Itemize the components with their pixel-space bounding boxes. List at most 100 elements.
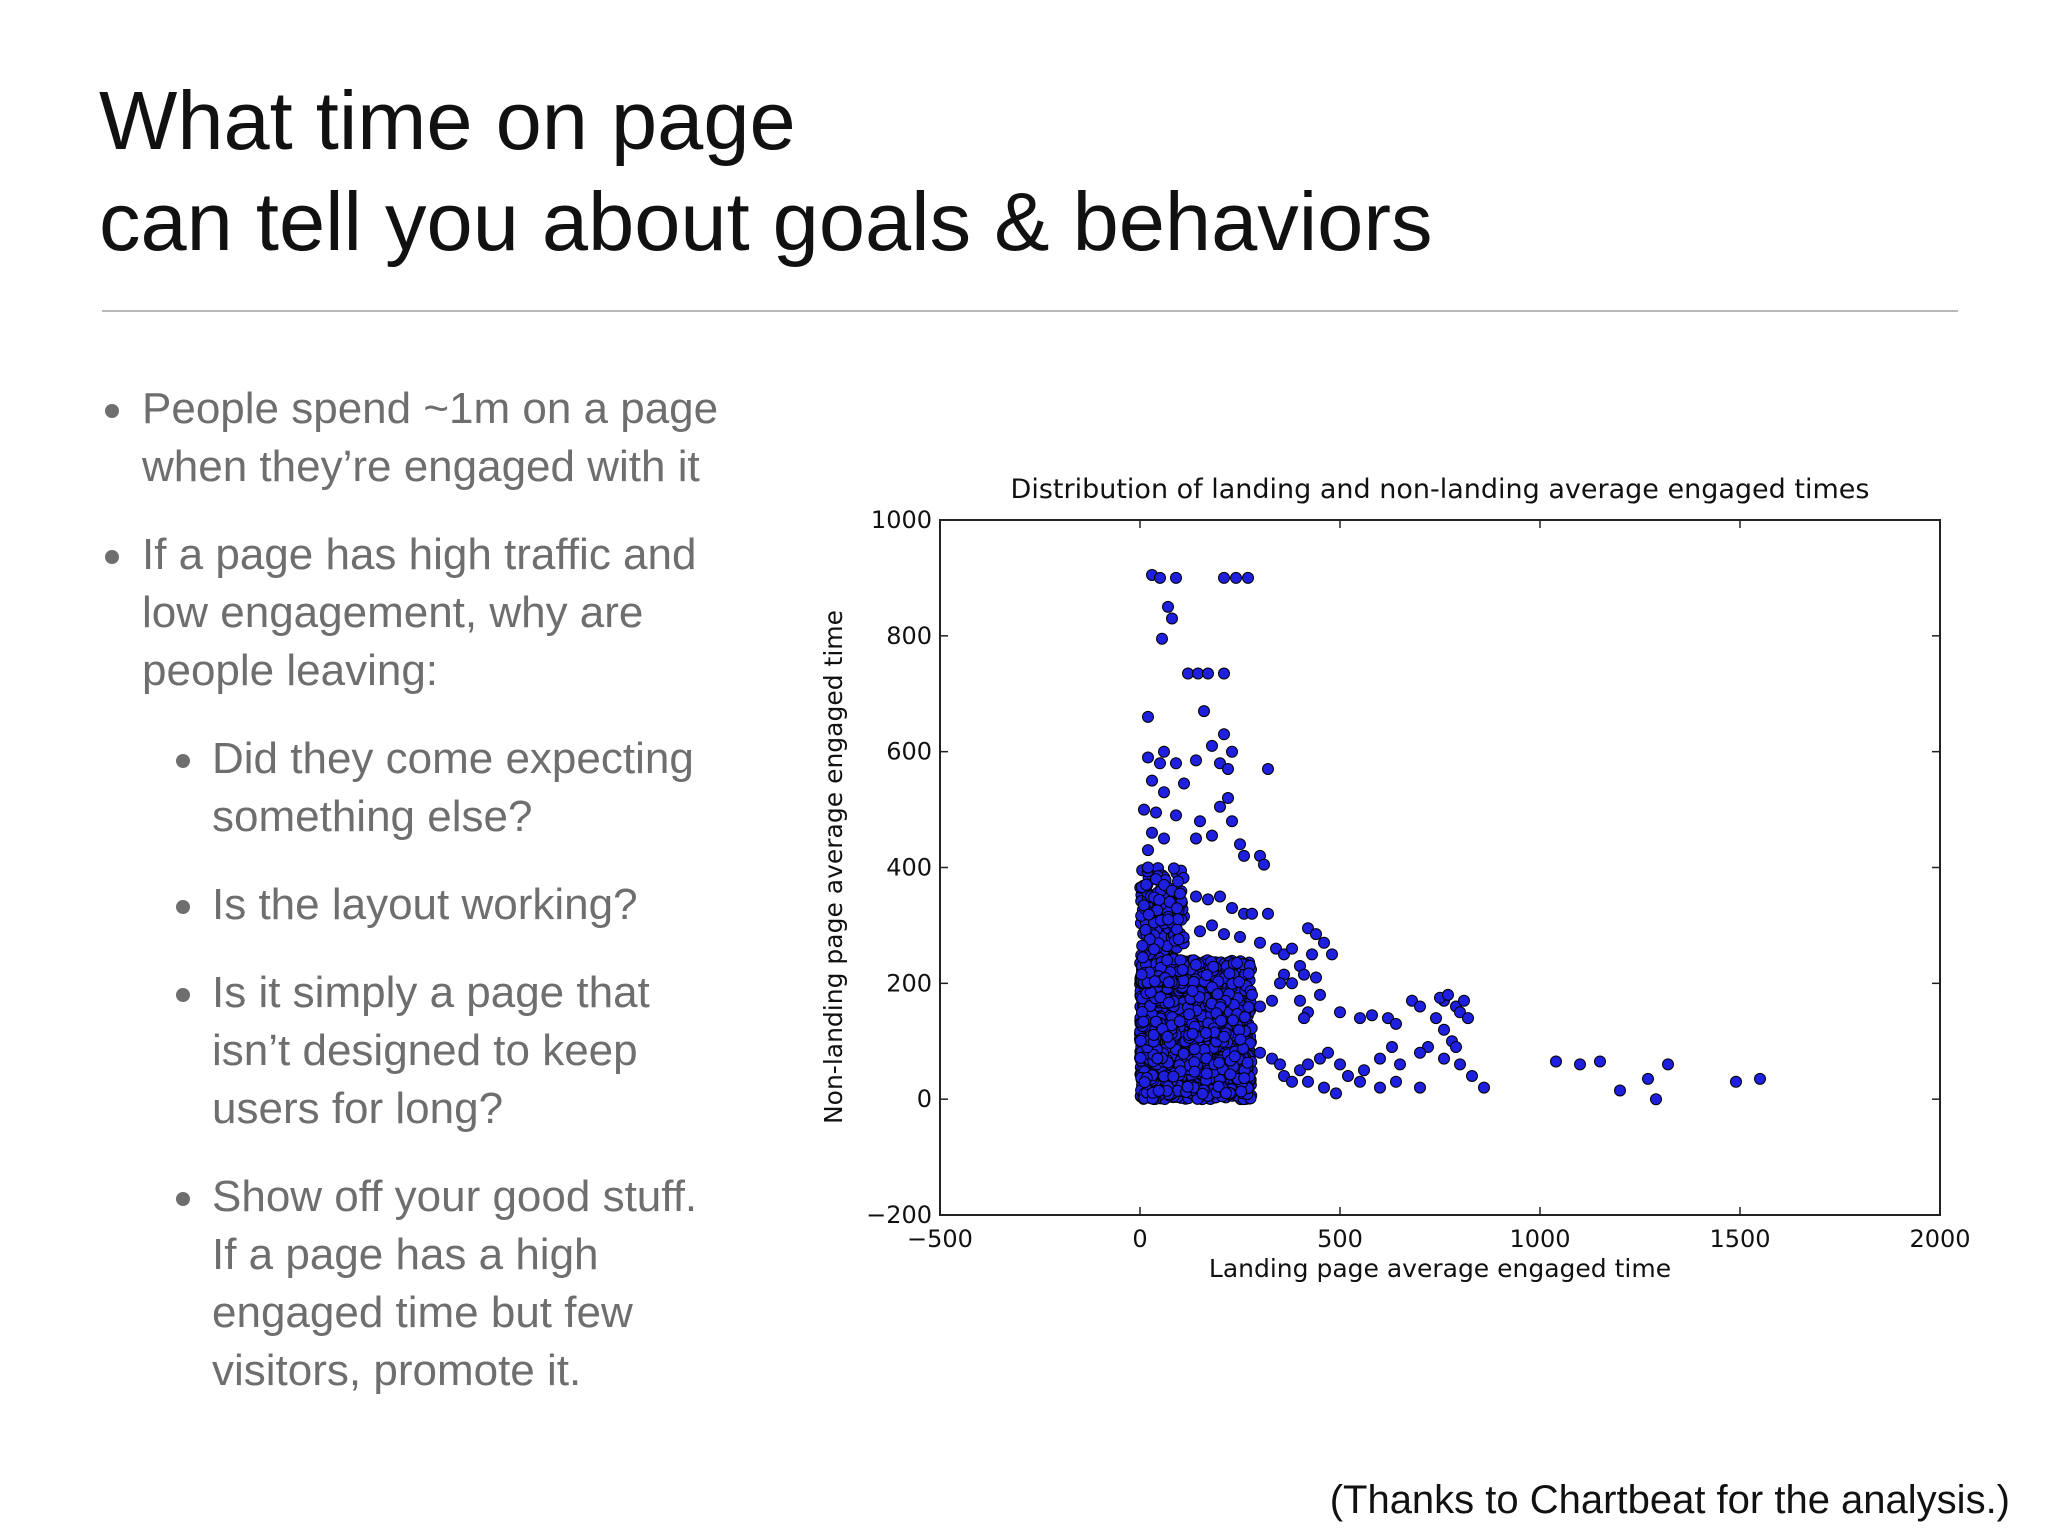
- data-point: [1148, 975, 1161, 988]
- data-point: [1172, 913, 1184, 926]
- data-point: [1148, 943, 1160, 956]
- data-point: [1167, 862, 1180, 875]
- data-point: [1158, 786, 1170, 799]
- data-point: [1386, 1041, 1398, 1053]
- data-point: [1382, 1012, 1394, 1025]
- scatter-chart: Distribution of landing and non-landing …: [800, 470, 2000, 1310]
- data-point: [1154, 571, 1166, 584]
- data-point: [1199, 1027, 1212, 1039]
- data-point: [1143, 933, 1156, 946]
- ticks-layer: −500 0 500 1000 1500 2000 −200 0 200 400 600 800 100…: [866, 506, 1970, 1253]
- data-point: [1213, 1056, 1225, 1069]
- data-point: [1135, 968, 1148, 981]
- x-tick-label: 2000: [1909, 1225, 1970, 1253]
- data-point: [1450, 1041, 1462, 1053]
- data-point: [1222, 763, 1234, 775]
- data-point: [1454, 1006, 1466, 1019]
- slide-title: What time on page can tell you about goa…: [99, 70, 1799, 272]
- data-point: [1454, 1058, 1466, 1071]
- data-point: [1198, 705, 1210, 718]
- data-point: [1174, 887, 1186, 900]
- data-point: [1215, 1014, 1227, 1027]
- y-tick-label: −200: [866, 1201, 932, 1229]
- data-point: [1366, 1009, 1378, 1022]
- data-point: [1186, 1027, 1199, 1040]
- data-point: [1218, 1030, 1231, 1043]
- bullet-line: low engagement, why are: [142, 588, 644, 637]
- data-point: [1442, 988, 1454, 1001]
- data-point: [1196, 1087, 1209, 1100]
- y-axis-label: Non-landing page average engaged time: [819, 610, 848, 1124]
- data-point: [1228, 1050, 1241, 1063]
- y-tick-label: 1000: [871, 506, 932, 534]
- data-point: [1150, 806, 1162, 819]
- data-point: [1242, 1001, 1255, 1014]
- data-point: [1254, 936, 1266, 949]
- data-point: [1142, 861, 1154, 874]
- data-point: [1310, 928, 1322, 941]
- data-point: [1136, 951, 1149, 964]
- data-point: [1302, 1075, 1314, 1088]
- data-point: [1220, 1087, 1232, 1100]
- data-point: [1154, 757, 1166, 770]
- data-point: [1438, 1023, 1450, 1036]
- data-point: [1414, 1046, 1426, 1059]
- data-point: [1170, 571, 1182, 584]
- data-point: [1286, 977, 1298, 990]
- data-point: [1138, 803, 1150, 816]
- data-point: [1214, 890, 1226, 903]
- data-point: [1226, 1014, 1239, 1027]
- bullet-line: Show off your good stuff.: [212, 1172, 698, 1221]
- plot-frame: [939, 519, 1941, 1216]
- data-point: [1242, 967, 1255, 980]
- credit-note: (Thanks to Chartbeat for the analysis.): [1329, 1478, 2010, 1522]
- data-point: [1173, 1015, 1186, 1028]
- slide-title-line-1: What time on page: [99, 74, 796, 167]
- data-point: [1334, 1006, 1346, 1019]
- data-point: [1134, 1051, 1147, 1064]
- data-point: [1172, 933, 1185, 946]
- data-point: [1574, 1058, 1586, 1071]
- data-point: [1266, 994, 1278, 1007]
- data-point: [1194, 815, 1206, 828]
- data-point: [1318, 1081, 1330, 1094]
- data-point: [1137, 1015, 1150, 1028]
- bullet-dot-icon: [176, 1192, 190, 1206]
- data-point: [1142, 844, 1154, 857]
- data-point: [1162, 913, 1175, 926]
- bullet-dot-icon: [105, 550, 119, 564]
- data-point: [1754, 1072, 1766, 1085]
- bullet-line: engaged time but few: [212, 1288, 633, 1337]
- data-point: [1414, 1081, 1426, 1094]
- x-tick-label: 1500: [1709, 1225, 1770, 1253]
- data-point: [1202, 893, 1214, 906]
- data-point: [1342, 1070, 1354, 1082]
- data-point: [1354, 1075, 1366, 1088]
- data-point: [1302, 922, 1314, 935]
- data-point: [1190, 890, 1202, 903]
- data-point: [1241, 1056, 1254, 1069]
- data-point: [1134, 1034, 1147, 1047]
- data-point: [1230, 957, 1243, 969]
- bullet-dot-icon: [176, 900, 190, 914]
- data-point: [1138, 1076, 1151, 1089]
- data-point: [1406, 994, 1418, 1007]
- scatter-chart-svg: Distribution of landing and non-landing …: [819, 474, 1971, 1283]
- title-divider: [102, 310, 1958, 312]
- data-point: [1151, 1052, 1164, 1065]
- data-point: [1730, 1075, 1742, 1088]
- data-point: [1238, 849, 1250, 862]
- data-point: [1314, 988, 1326, 1001]
- data-point: [1186, 984, 1199, 997]
- data-point: [1226, 902, 1238, 914]
- data-point: [1188, 1065, 1201, 1078]
- data-point: [1230, 571, 1242, 584]
- bullet-line: something else?: [212, 792, 533, 841]
- data-point: [1156, 632, 1168, 645]
- bullet-line: isn’t designed to keep: [212, 1026, 638, 1075]
- bullet-dot-icon: [176, 754, 190, 768]
- data-point: [1258, 858, 1270, 871]
- data-point: [1181, 1080, 1194, 1093]
- data-point: [1158, 832, 1170, 845]
- bullet-line: People spend ~1m on a page: [142, 384, 719, 433]
